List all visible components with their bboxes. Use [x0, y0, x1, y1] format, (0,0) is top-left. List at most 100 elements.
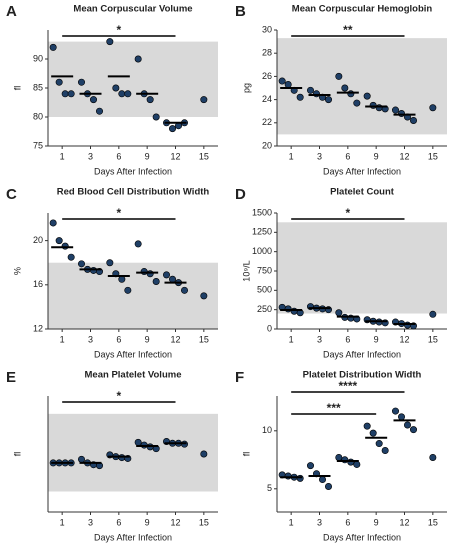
data-point: [134, 55, 142, 63]
y-axis-label: %: [12, 267, 22, 275]
data-point: [347, 458, 355, 466]
data-point: [391, 106, 399, 114]
significance-label: **: [343, 23, 353, 37]
data-point: [152, 277, 160, 285]
data-point: [112, 84, 120, 92]
reference-range: [48, 413, 218, 492]
x-tick-label: 3: [317, 151, 322, 161]
y-tick-label: 500: [257, 285, 272, 295]
data-point: [324, 96, 332, 104]
x-tick-label: 9: [374, 517, 379, 527]
data-point: [124, 286, 132, 294]
panel-letter: C: [6, 186, 17, 203]
significance-label: *: [345, 206, 350, 220]
significance-label: *: [116, 389, 121, 403]
data-point: [363, 422, 371, 430]
y-axis-label: pg: [241, 83, 251, 93]
data-point: [90, 266, 98, 274]
x-axis-label: Days After Infection: [323, 349, 401, 359]
x-axis-label: Days After Infection: [94, 166, 172, 176]
data-point: [200, 450, 208, 458]
data-point: [381, 447, 389, 455]
data-point: [124, 90, 132, 98]
data-point: [67, 253, 75, 261]
x-tick-label: 1: [60, 151, 65, 161]
data-point: [96, 107, 104, 115]
data-point: [403, 421, 411, 429]
data-point: [335, 453, 343, 461]
y-tick-label: 16: [33, 279, 43, 289]
x-axis-label: Days After Infection: [323, 166, 401, 176]
x-tick-label: 12: [170, 151, 180, 161]
data-point: [409, 426, 417, 434]
x-tick-label: 15: [428, 151, 438, 161]
y-axis-label: fl: [12, 86, 22, 91]
x-tick-label: 3: [88, 151, 93, 161]
data-point: [200, 292, 208, 300]
y-tick-label: 90: [33, 53, 43, 63]
data-point: [169, 125, 177, 133]
x-tick-label: 12: [170, 517, 180, 527]
data-point: [284, 305, 292, 313]
panel-letter: A: [6, 3, 17, 20]
data-point: [61, 90, 69, 98]
x-tick-label: 9: [145, 517, 150, 527]
data-point: [397, 110, 405, 118]
x-tick-label: 15: [199, 334, 209, 344]
data-point: [118, 275, 126, 283]
data-point: [284, 472, 292, 480]
x-tick-label: 15: [428, 517, 438, 527]
data-point: [347, 90, 355, 98]
reference-range: [277, 38, 447, 135]
x-tick-label: 12: [399, 334, 409, 344]
data-point: [134, 438, 142, 446]
data-point: [375, 104, 383, 112]
y-tick-label: 250: [257, 304, 272, 314]
reference-range: [48, 41, 218, 117]
y-axis-label: fl: [12, 452, 22, 457]
data-point: [78, 78, 86, 86]
data-point: [353, 99, 361, 107]
panel-title: Mean Platelet Volume: [85, 370, 182, 381]
data-point: [90, 96, 98, 104]
significance-label: *: [116, 206, 121, 220]
data-point: [49, 219, 57, 227]
data-point: [429, 453, 437, 461]
y-tick-label: 10: [262, 425, 272, 435]
data-point: [312, 90, 320, 98]
data-point: [341, 84, 349, 92]
panel-title: Mean Corpuscular Volume: [73, 4, 192, 15]
data-point: [429, 310, 437, 318]
x-tick-label: 9: [374, 334, 379, 344]
data-point: [106, 259, 114, 267]
x-tick-label: 6: [345, 517, 350, 527]
y-tick-label: 22: [262, 117, 272, 127]
panel-title: Platelet Count: [330, 187, 395, 198]
x-tick-label: 1: [289, 334, 294, 344]
x-axis-label: Days After Infection: [94, 532, 172, 542]
y-tick-label: 30: [262, 24, 272, 34]
x-tick-label: 9: [374, 151, 379, 161]
data-point: [200, 96, 208, 104]
x-tick-label: 15: [199, 517, 209, 527]
panel-title: Mean Corpuscular Hemoglobin: [292, 4, 433, 15]
panel-letter: B: [235, 3, 246, 20]
data-point: [49, 43, 57, 51]
data-point: [409, 116, 417, 124]
data-point: [67, 90, 75, 98]
data-point: [290, 307, 298, 315]
y-tick-label: 0: [267, 323, 272, 333]
data-point: [140, 268, 148, 276]
data-point: [163, 271, 171, 279]
y-tick-label: 750: [257, 265, 272, 275]
x-tick-label: 3: [88, 334, 93, 344]
x-tick-label: 12: [399, 517, 409, 527]
data-point: [134, 240, 142, 248]
data-point: [369, 429, 377, 437]
panel-letter: E: [6, 369, 16, 386]
significance-label: *: [116, 23, 121, 37]
y-tick-label: 80: [33, 111, 43, 121]
x-tick-label: 9: [145, 151, 150, 161]
data-point: [181, 286, 189, 294]
